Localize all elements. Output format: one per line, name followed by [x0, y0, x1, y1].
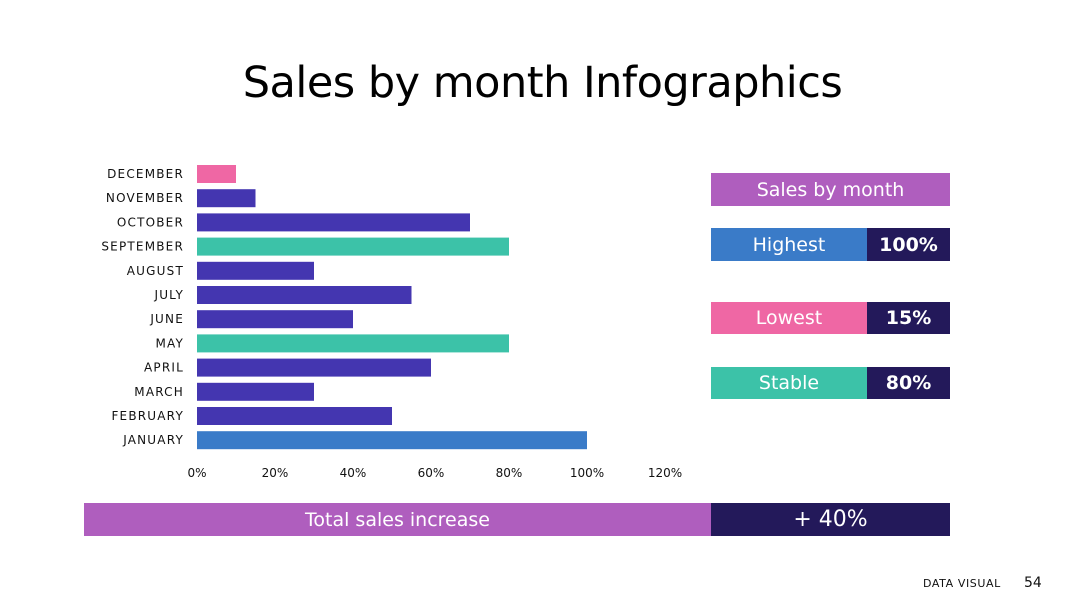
highest-value: 100%: [867, 228, 950, 261]
bar-november: [197, 189, 256, 208]
total-sales-label: Total sales increase: [84, 503, 711, 536]
bar-april: [197, 358, 431, 377]
category-label-february: FEBRUARY: [111, 409, 184, 423]
category-label-july: JULY: [153, 288, 184, 302]
bar-september: [197, 237, 509, 256]
total-sales-value: + 40%: [711, 503, 950, 536]
category-label-october: OCTOBER: [117, 215, 184, 229]
summary-header: Sales by month: [711, 173, 950, 206]
x-tick-label: 120%: [648, 466, 682, 480]
category-label-august: AUGUST: [127, 264, 184, 278]
bar-december: [197, 165, 236, 183]
x-tick-label: 40%: [340, 466, 367, 480]
category-label-september: SEPTEMBER: [101, 240, 184, 254]
bar-chart: DECEMBER NOVEMBER OCTOBER SEPTEMBER AUGUST JU…: [101, 165, 682, 480]
category-label-november: NOVEMBER: [106, 191, 184, 205]
category-label-june: JUNE: [149, 312, 184, 326]
category-label-may: MAY: [155, 336, 184, 350]
x-tick-label: 20%: [262, 466, 289, 480]
category-label-april: APRIL: [144, 361, 184, 375]
bar-july: [197, 286, 412, 304]
bar-august: [197, 261, 314, 280]
x-tick-label: 80%: [496, 466, 523, 480]
bar-october: [197, 213, 470, 232]
bar-january: [197, 431, 587, 450]
bar-february: [197, 407, 392, 425]
x-tick-label: 100%: [570, 466, 604, 480]
stable-value: 80%: [867, 367, 950, 399]
lowest-value: 15%: [867, 302, 950, 334]
x-tick-label: 60%: [418, 466, 445, 480]
category-label-december: DECEMBER: [107, 167, 184, 181]
x-tick-label: 0%: [187, 466, 206, 480]
lowest-label: Lowest: [711, 302, 867, 334]
page-number: 54: [1024, 575, 1042, 591]
category-label-march: MARCH: [134, 385, 184, 399]
stable-label: Stable: [711, 367, 867, 399]
bar-may: [197, 334, 509, 353]
section-label: DATA VISUAL: [923, 577, 1001, 590]
page-title: Sales by month Infographics: [242, 58, 843, 108]
bar-march: [197, 382, 314, 401]
highest-label: Highest: [711, 228, 867, 261]
category-label-january: JANUARY: [122, 433, 184, 447]
bar-june: [197, 310, 353, 329]
